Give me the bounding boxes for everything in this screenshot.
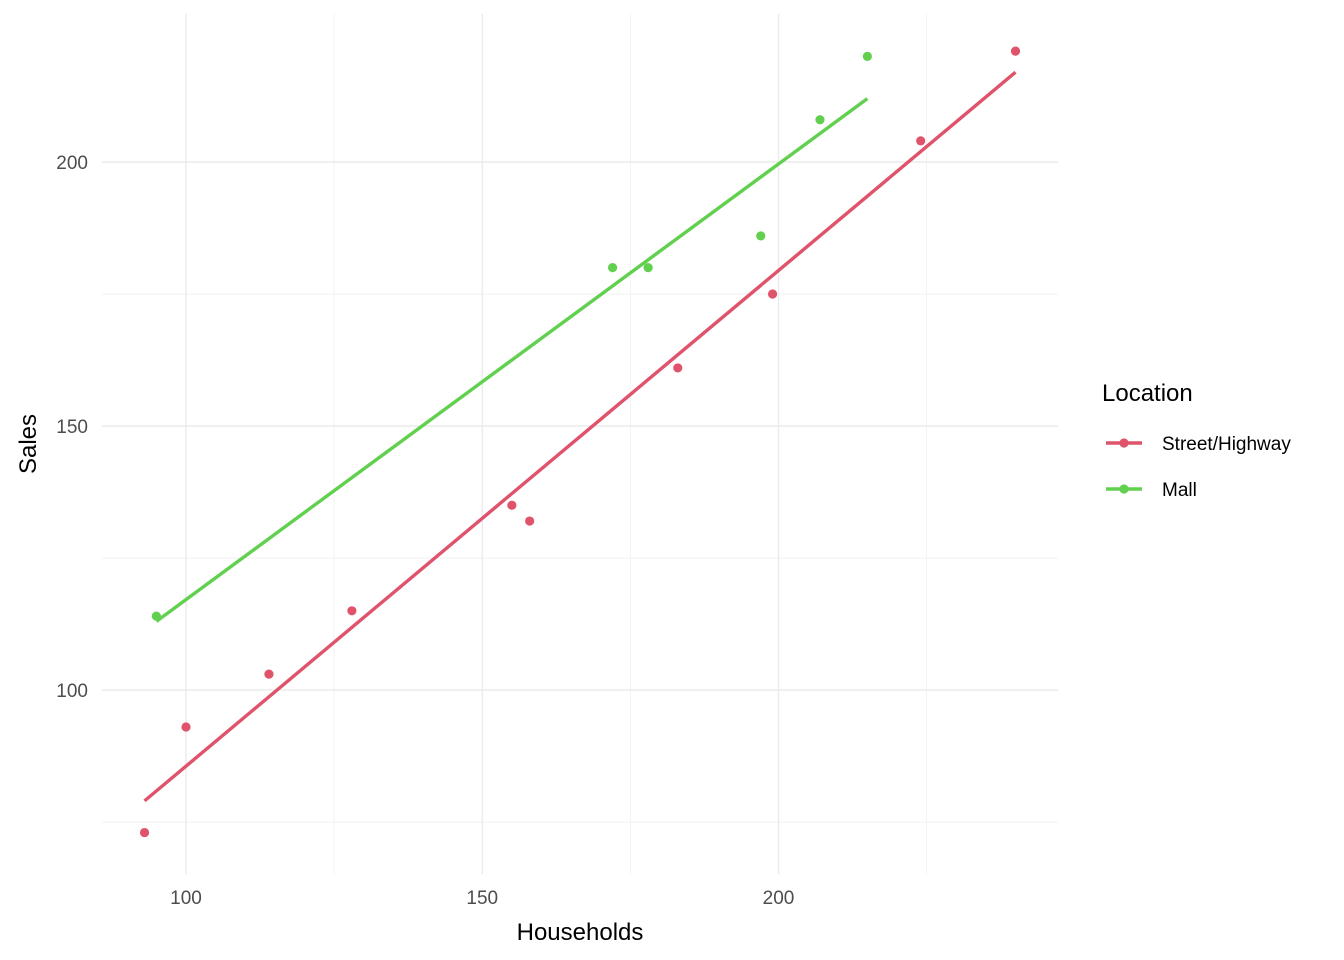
- data-point-mall: [815, 115, 825, 125]
- data-point-street-highway: [139, 827, 150, 838]
- data-point-street-highway: [1010, 46, 1021, 56]
- data-point-street-highway: [264, 669, 274, 679]
- legend-key-point-mall: [1119, 484, 1129, 494]
- y-tick-label: 200: [56, 153, 88, 174]
- data-point-street-highway: [673, 363, 683, 373]
- data-point-mall: [608, 263, 618, 273]
- data-point-street-highway: [507, 500, 517, 510]
- data-point-street-highway: [347, 606, 357, 616]
- grid: [102, 14, 1058, 874]
- legend-label-street-highway: Street/Highway: [1162, 434, 1291, 455]
- legend-key-point-street-highway: [1119, 438, 1129, 448]
- fit-line-mall: [155, 97, 869, 623]
- legend-label-mall: Mall: [1162, 480, 1197, 501]
- data-points: [139, 46, 1021, 838]
- y-axis-title: Sales: [15, 414, 42, 474]
- legend: Location Street/Highway Mall: [1102, 380, 1291, 501]
- data-point-street-highway: [525, 516, 535, 526]
- data-point-mall: [862, 51, 872, 62]
- y-tick-label: 150: [56, 417, 88, 438]
- x-tick-label: 100: [170, 888, 202, 909]
- data-point-street-highway: [181, 722, 191, 732]
- fit-lines: [143, 70, 1017, 803]
- x-tick-label: 200: [763, 888, 795, 909]
- data-point-mall: [756, 231, 766, 241]
- x-axis-title: Households: [517, 919, 644, 946]
- data-point-mall: [643, 263, 653, 273]
- legend-title: Location: [1102, 380, 1193, 407]
- tick-labels: 100 150 200 100 150 200: [56, 153, 794, 909]
- x-tick-label: 150: [466, 888, 498, 909]
- fit-line-street-highway: [143, 70, 1017, 803]
- data-point-street-highway: [767, 289, 778, 299]
- data-point-street-highway: [916, 136, 926, 146]
- y-tick-label: 100: [56, 681, 88, 702]
- data-point-mall: [151, 611, 161, 621]
